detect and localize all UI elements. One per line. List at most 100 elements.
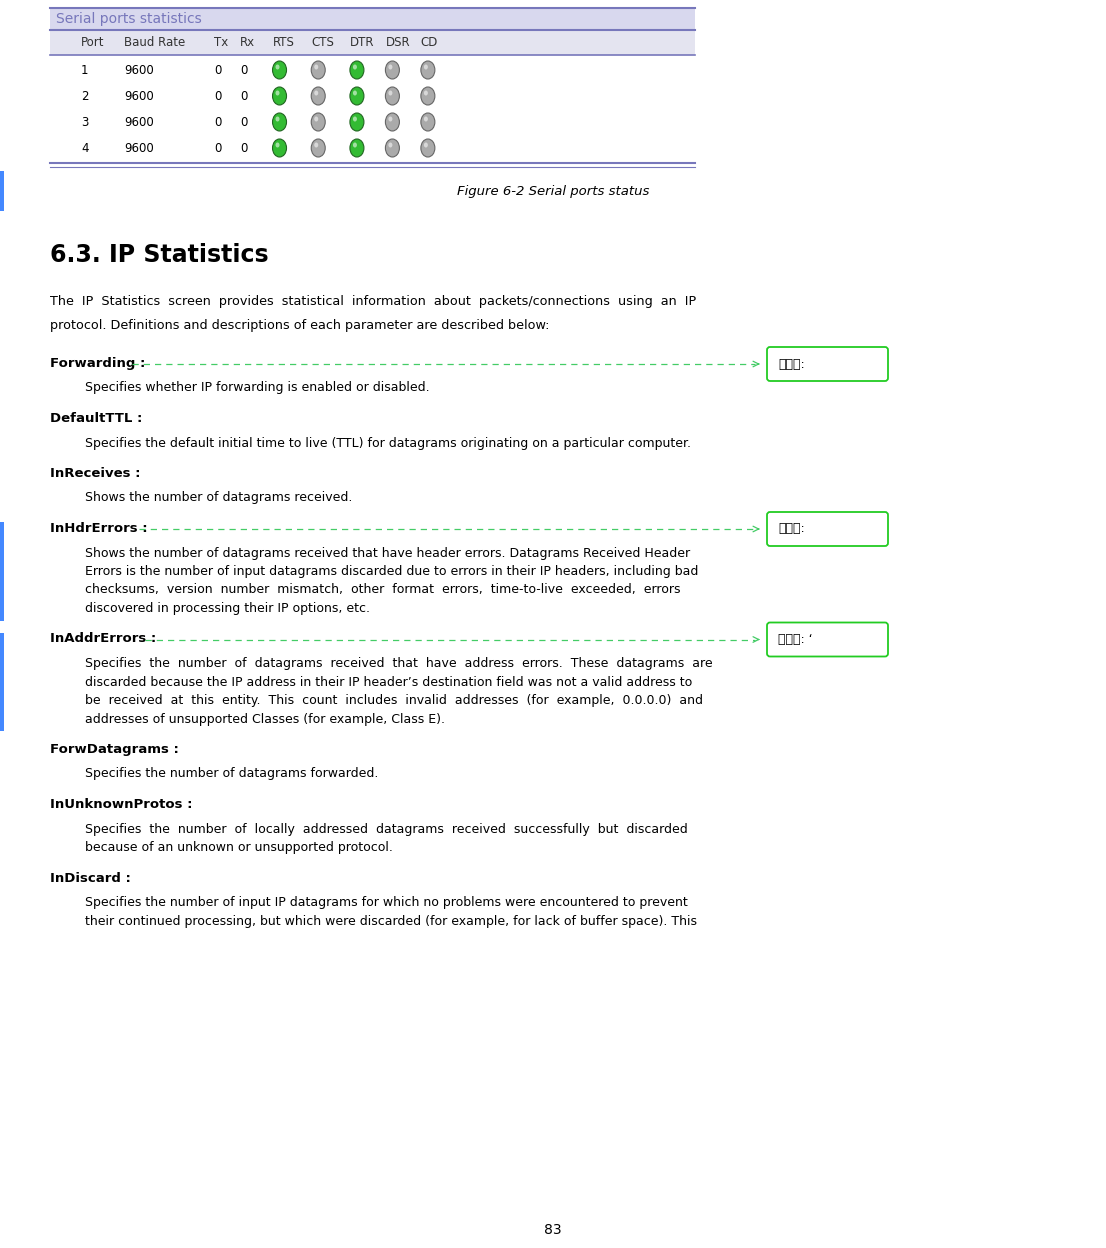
Text: Baud Rate: Baud Rate — [124, 36, 186, 49]
Text: Specifies  the  number  of  datagrams  received  that  have  address  errors.  T: Specifies the number of datagrams receiv… — [85, 656, 712, 670]
Text: InDiscard :: InDiscard : — [50, 871, 131, 885]
Bar — [0, 633, 4, 731]
Ellipse shape — [349, 139, 364, 157]
Text: Figure 6-2 Serial ports status: Figure 6-2 Serial ports status — [457, 185, 649, 197]
Ellipse shape — [421, 87, 435, 105]
Text: RTS: RTS — [272, 36, 294, 49]
Text: 1: 1 — [81, 64, 88, 76]
Text: DefaultTTL :: DefaultTTL : — [50, 412, 143, 426]
Text: CD: CD — [421, 36, 438, 49]
Text: 삭제됨: ‘: 삭제됨: ‘ — [778, 633, 813, 646]
Ellipse shape — [272, 61, 286, 79]
Ellipse shape — [385, 139, 399, 157]
Text: Tx: Tx — [215, 36, 229, 49]
Text: Specifies the number of input IP datagrams for which no problems were encountere: Specifies the number of input IP datagra… — [85, 896, 688, 909]
Ellipse shape — [275, 142, 280, 147]
Text: their continued processing, but which were discarded (for example, for lack of b: their continued processing, but which we… — [85, 915, 697, 927]
Text: InAddrErrors :: InAddrErrors : — [50, 633, 156, 645]
Text: 0: 0 — [215, 64, 222, 76]
Ellipse shape — [311, 139, 325, 157]
Text: Shows the number of datagrams received that have header errors. Datagrams Receiv: Shows the number of datagrams received t… — [85, 547, 690, 559]
Text: Shows the number of datagrams received.: Shows the number of datagrams received. — [85, 492, 353, 504]
FancyBboxPatch shape — [766, 512, 888, 547]
Ellipse shape — [275, 65, 280, 70]
Ellipse shape — [275, 116, 280, 121]
Bar — [0, 522, 4, 620]
Ellipse shape — [385, 61, 399, 79]
Ellipse shape — [421, 114, 435, 131]
Text: 83: 83 — [544, 1223, 562, 1237]
Text: 0: 0 — [215, 141, 222, 155]
Text: Specifies  the  number  of  locally  addressed  datagrams  received  successfull: Specifies the number of locally addresse… — [85, 822, 688, 835]
Text: 0: 0 — [240, 116, 248, 129]
Text: 삭제됨:: 삭제됨: — [778, 523, 805, 535]
Ellipse shape — [353, 91, 357, 96]
Text: 9600: 9600 — [124, 116, 154, 129]
Ellipse shape — [275, 91, 280, 96]
Text: 2: 2 — [81, 90, 88, 102]
Ellipse shape — [421, 139, 435, 157]
Ellipse shape — [424, 116, 428, 121]
Text: Specifies the default initial time to live (TTL) for datagrams originating on a : Specifies the default initial time to li… — [85, 437, 691, 449]
Ellipse shape — [424, 91, 428, 96]
Text: addresses of unsupported Classes (for example, Class E).: addresses of unsupported Classes (for ex… — [85, 713, 445, 725]
Ellipse shape — [272, 139, 286, 157]
Ellipse shape — [388, 65, 393, 70]
Text: 0: 0 — [240, 90, 248, 102]
Text: 0: 0 — [240, 64, 248, 76]
Text: 삭제됨:: 삭제됨: — [778, 357, 805, 371]
Ellipse shape — [388, 91, 393, 96]
Ellipse shape — [388, 116, 393, 121]
Text: Rx: Rx — [240, 36, 255, 49]
Text: 9600: 9600 — [124, 141, 154, 155]
Ellipse shape — [353, 116, 357, 121]
Text: InHdrErrors :: InHdrErrors : — [50, 522, 147, 535]
Text: Specifies the number of datagrams forwarded.: Specifies the number of datagrams forwar… — [85, 768, 378, 780]
Text: 9600: 9600 — [124, 90, 154, 102]
Ellipse shape — [311, 114, 325, 131]
FancyBboxPatch shape — [766, 623, 888, 656]
Text: 4: 4 — [81, 141, 88, 155]
Ellipse shape — [349, 61, 364, 79]
Ellipse shape — [314, 142, 319, 147]
Text: Errors is the number of input datagrams discarded due to errors in their IP head: Errors is the number of input datagrams … — [85, 565, 698, 578]
Text: discovered in processing their IP options, etc.: discovered in processing their IP option… — [85, 602, 371, 615]
Ellipse shape — [314, 65, 319, 70]
Ellipse shape — [314, 91, 319, 96]
Ellipse shape — [311, 61, 325, 79]
Text: InReceives :: InReceives : — [50, 467, 140, 480]
Text: 0: 0 — [215, 90, 222, 102]
Bar — [50, 7, 695, 30]
Text: protocol. Definitions and descriptions of each parameter are described below:: protocol. Definitions and descriptions o… — [50, 319, 550, 332]
Ellipse shape — [272, 87, 286, 105]
Text: DTR: DTR — [349, 36, 375, 49]
Text: 0: 0 — [215, 116, 222, 129]
Text: 3: 3 — [81, 116, 88, 129]
Text: discarded because the IP address in their IP header’s destination field was not : discarded because the IP address in thei… — [85, 675, 692, 689]
Text: CTS: CTS — [311, 36, 334, 49]
Text: Specifies whether IP forwarding is enabled or disabled.: Specifies whether IP forwarding is enabl… — [85, 382, 429, 394]
Bar — [50, 30, 695, 55]
Ellipse shape — [424, 142, 428, 147]
Text: checksums,  version  number  mismatch,  other  format  errors,  time-to-live  ex: checksums, version number mismatch, othe… — [85, 584, 680, 597]
Text: Port: Port — [81, 36, 104, 49]
Text: The  IP  Statistics  screen  provides  statistical  information  about  packets/: The IP Statistics screen provides statis… — [50, 295, 697, 308]
Ellipse shape — [272, 114, 286, 131]
Ellipse shape — [424, 65, 428, 70]
Ellipse shape — [385, 114, 399, 131]
Ellipse shape — [314, 116, 319, 121]
Text: 9600: 9600 — [124, 64, 154, 76]
Text: be  received  at  this  entity.  This  count  includes  invalid  addresses  (for: be received at this entity. This count i… — [85, 694, 703, 708]
Text: 6.3. IP Statistics: 6.3. IP Statistics — [50, 243, 269, 267]
Ellipse shape — [353, 142, 357, 147]
Ellipse shape — [349, 87, 364, 105]
Ellipse shape — [349, 114, 364, 131]
Ellipse shape — [385, 87, 399, 105]
Ellipse shape — [311, 87, 325, 105]
Text: Serial ports statistics: Serial ports statistics — [56, 12, 201, 26]
Bar — [0, 171, 4, 211]
Text: 0: 0 — [240, 141, 248, 155]
Text: ForwDatagrams :: ForwDatagrams : — [50, 743, 179, 756]
Text: because of an unknown or unsupported protocol.: because of an unknown or unsupported pro… — [85, 841, 393, 854]
Ellipse shape — [388, 142, 393, 147]
